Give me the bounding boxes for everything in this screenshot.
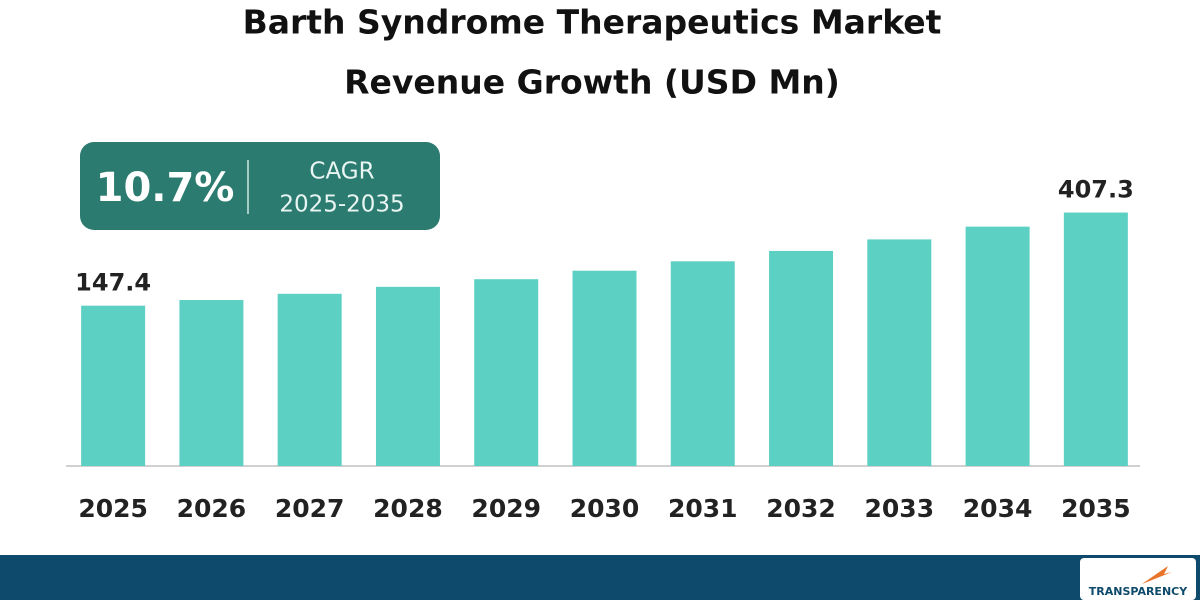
bar [572,270,637,466]
bar [81,305,146,466]
bar [179,300,244,466]
x-tick-label: 2032 [766,494,836,523]
logo-text: TRANSPARENCY [1089,585,1188,598]
x-tick-label: 2031 [668,494,738,523]
bar [867,239,932,466]
value-label: 407.3 [1058,176,1134,204]
bar [1063,212,1128,466]
bar [670,261,735,466]
x-tick-label: 2034 [963,494,1033,523]
x-tick-label: 2030 [570,494,640,523]
cagr-period: 2025-2035 [279,192,404,218]
logo-box [1080,558,1196,600]
chart-title: Barth Syndrome Therapeutics Market [243,3,942,42]
footer-band [0,555,1200,600]
cagr-value: 10.7% [96,165,235,211]
chart-title: Revenue Growth (USD Mn) [344,63,840,102]
cagr-label: CAGR [309,159,374,185]
x-tick-label: 2035 [1061,494,1131,523]
bar [769,250,834,466]
x-tick-label: 2033 [865,494,935,523]
bar [965,226,1030,466]
bar [277,293,342,466]
bar [474,279,539,466]
x-tick-label: 2029 [471,494,541,523]
x-tick-label: 2025 [78,494,148,523]
logo-arrow [1142,566,1172,584]
bar [375,286,440,466]
x-tick-label: 2026 [177,494,247,523]
value-label: 147.4 [75,269,151,297]
x-tick-label: 2028 [373,494,443,523]
x-tick-label: 2027 [275,494,345,523]
cagr-box [80,142,440,230]
